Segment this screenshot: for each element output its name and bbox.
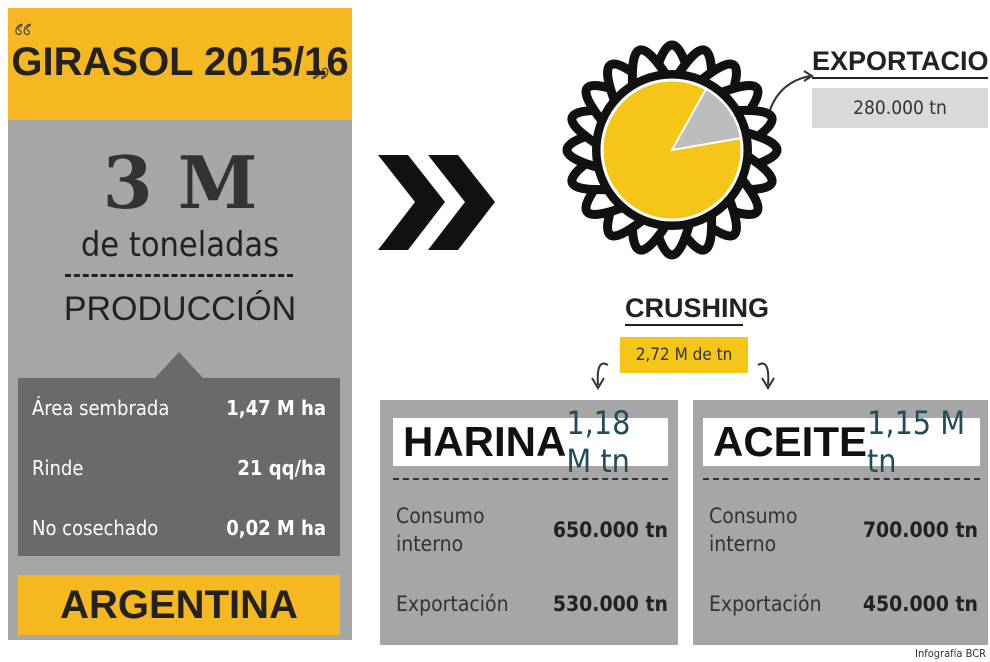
product-total: 1,15 M tn xyxy=(867,404,970,480)
crushing-value: 2,72 M de tn xyxy=(620,337,748,373)
credit: Infografía BCR xyxy=(915,647,986,660)
stat-label: No cosechado xyxy=(32,516,158,540)
stat-row: Rinde 21 qq/ha xyxy=(32,456,326,480)
infographic: “ ” GIRASOL 2015/16 3 M de toneladas PRO… xyxy=(0,0,990,662)
stat-label: Área sembrada xyxy=(32,396,169,420)
product-row: Exportación 530.000 tn xyxy=(396,590,668,618)
row-value: 530.000 tn xyxy=(553,592,668,616)
divider xyxy=(393,478,668,480)
chevron xyxy=(378,155,445,250)
product-row: Consumo interno 700.000 tn xyxy=(709,502,978,558)
row-label: Consumo interno xyxy=(709,502,839,558)
product-name: HARINA xyxy=(403,418,566,466)
stat-value: 0,02 M ha xyxy=(226,516,326,540)
product-header: HARINA 1,18 M tn xyxy=(393,418,668,466)
exports-title: EXPORTACIONES xyxy=(812,46,988,79)
production-unit: de toneladas xyxy=(8,225,352,265)
exports-value: 280.000 tn xyxy=(812,88,988,128)
stat-value: 1,47 M ha xyxy=(226,396,326,420)
stat-row: No cosechado 0,02 M ha xyxy=(32,516,326,540)
stat-label: Rinde xyxy=(32,456,83,480)
row-value: 700.000 tn xyxy=(863,518,978,542)
arrow xyxy=(770,76,810,110)
row-label: Consumo interno xyxy=(396,502,526,558)
product-row: Exportación 450.000 tn xyxy=(709,590,978,618)
row-label: Exportación xyxy=(396,590,509,618)
product-box: HARINA 1,18 M tn Consumo interno 650.000 … xyxy=(380,400,678,645)
stat-value: 21 qq/ha xyxy=(237,456,326,480)
arrow xyxy=(592,364,608,388)
product-header: ACEITE 1,15 M tn xyxy=(703,418,980,466)
product-total: 1,18 M tn xyxy=(566,404,658,480)
row-value: 450.000 tn xyxy=(863,592,978,616)
arrow xyxy=(758,364,774,388)
product-name: ACEITE xyxy=(713,418,867,466)
pointer xyxy=(155,352,203,378)
crushing-title: CRUSHING xyxy=(625,293,743,326)
product-box: ACEITE 1,15 M tn Consumo interno 700.000 … xyxy=(693,400,988,645)
stat-row: Área sembrada 1,47 M ha xyxy=(32,396,326,420)
country: ARGENTINA xyxy=(18,575,340,635)
production-label: PRODUCCIÓN xyxy=(8,290,352,329)
production-amount: 3 M xyxy=(8,140,352,225)
title: GIRASOL 2015/16 xyxy=(8,40,352,85)
row-value: 650.000 tn xyxy=(553,518,668,542)
stats-box: Área sembrada 1,47 M ha Rinde 21 qq/ha No … xyxy=(18,378,340,556)
product-row: Consumo interno 650.000 tn xyxy=(396,502,668,558)
divider xyxy=(65,274,293,277)
divider xyxy=(703,478,980,480)
row-label: Exportación xyxy=(709,590,822,618)
